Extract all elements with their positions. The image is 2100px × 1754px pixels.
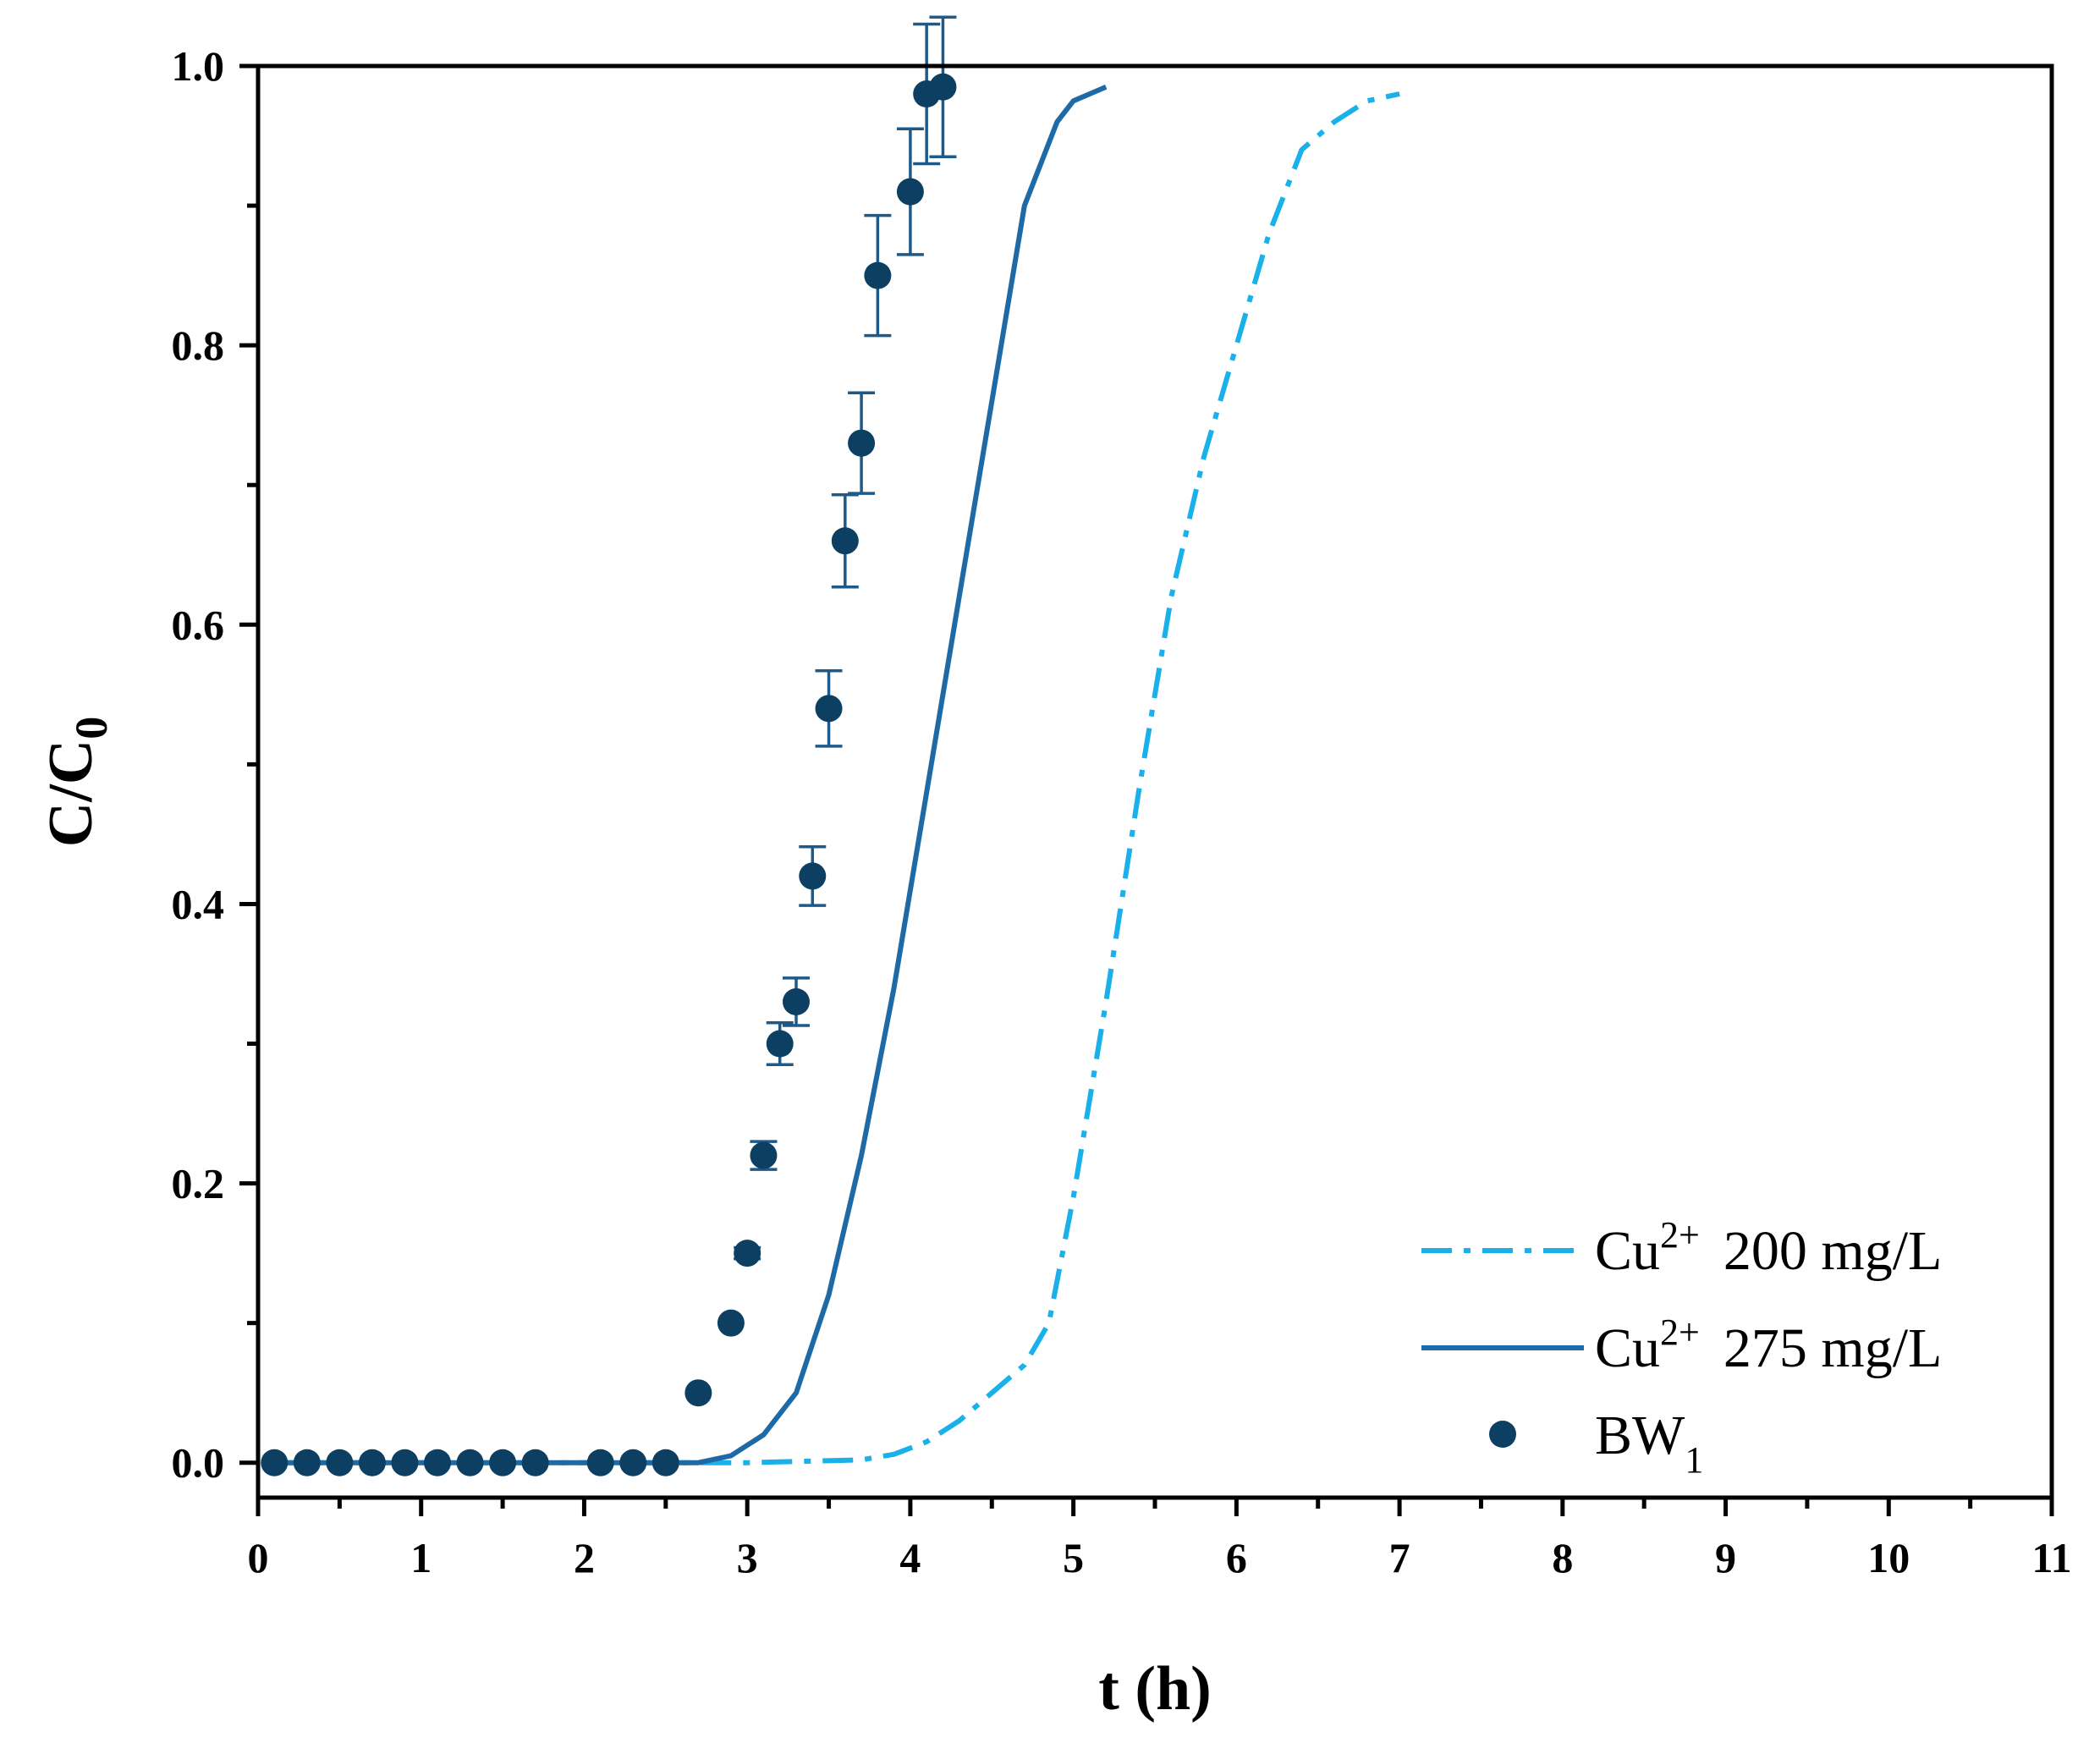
y-tick-label: 0.6 (172, 601, 225, 648)
data-point (391, 1449, 419, 1476)
x-tick-label: 1 (410, 1534, 432, 1581)
y-tick-label: 0.8 (172, 322, 225, 369)
data-point (734, 1240, 761, 1267)
legend-label-275: Cu2+ 275 mg/L (1595, 1311, 1942, 1379)
data-point (521, 1449, 549, 1476)
data-point (766, 1030, 794, 1058)
series-layer (261, 15, 1400, 1476)
legend-label-bw1: BW1 (1595, 1405, 1703, 1481)
data-point (684, 1379, 712, 1407)
x-tick-label: 5 (1063, 1534, 1084, 1581)
data-point (831, 527, 859, 555)
data-point (750, 1141, 778, 1169)
data-point (864, 261, 892, 289)
x-tick-label: 0 (248, 1534, 269, 1581)
x-tick-label: 10 (1867, 1534, 1910, 1581)
x-tick-label: 2 (574, 1534, 595, 1581)
y-axis-title: C/C0 (36, 717, 117, 847)
legend-label-200: Cu2+ 200 mg/L (1595, 1214, 1942, 1282)
data-point (424, 1449, 451, 1476)
data-point (929, 73, 957, 101)
y-tick-label: 0.0 (172, 1439, 225, 1487)
legend-bw-label: BW (1595, 1405, 1685, 1466)
x-tick-label: 3 (737, 1534, 758, 1581)
x-tick-label: 6 (1226, 1534, 1247, 1581)
data-point (489, 1449, 517, 1476)
ticks-layer: 0 1 2 3 4 5 6 7 8 9 10 11 0.0 0.2 0.4 0.6 0.8 1.0 (172, 42, 2072, 1581)
x-tick-label: 7 (1389, 1534, 1410, 1581)
data-point (619, 1449, 647, 1476)
series-line-1 (274, 85, 1108, 1465)
data-point (586, 1449, 614, 1476)
x-tick-label: 11 (2031, 1534, 2071, 1581)
x-tick-label: 9 (1715, 1534, 1736, 1581)
legend-bw-sub: 1 (1685, 1439, 1703, 1481)
data-point (358, 1449, 386, 1476)
y-tick-label: 0.4 (172, 880, 225, 927)
data-point (815, 695, 843, 723)
data-point (783, 987, 810, 1015)
x-tick-label: 8 (1552, 1534, 1573, 1581)
data-point (896, 178, 924, 206)
data-point (326, 1449, 354, 1476)
legend-ion-200: Cu (1595, 1220, 1660, 1282)
legend-conc-275: 275 mg/L (1723, 1317, 1943, 1379)
x-tick-label: 4 (899, 1534, 921, 1581)
y-axis-title-base: C/C (36, 740, 106, 847)
data-point (717, 1309, 745, 1337)
series-line-0 (274, 91, 1400, 1465)
legend-conc-200: 200 mg/L (1723, 1220, 1943, 1282)
data-point (848, 429, 876, 457)
data-point (293, 1449, 321, 1476)
legend-ion-275: Cu (1595, 1317, 1660, 1379)
legend: Cu2+ 200 mg/L Cu2+ 275 mg/L BW1 (1421, 1214, 1942, 1481)
y-tick-label: 0.2 (172, 1160, 225, 1207)
data-point (651, 1449, 679, 1476)
y-axis-title-subscript: 0 (66, 717, 117, 740)
legend-sup-200: 2+ (1660, 1214, 1700, 1256)
legend-swatch-bw1 (1489, 1421, 1516, 1448)
data-point (456, 1449, 484, 1476)
y-tick-label: 1.0 (172, 42, 225, 90)
x-axis-title: t (h) (1098, 1654, 1212, 1724)
data-point (261, 1449, 289, 1476)
data-point (799, 862, 827, 890)
legend-sup-275: 2+ (1660, 1311, 1700, 1353)
